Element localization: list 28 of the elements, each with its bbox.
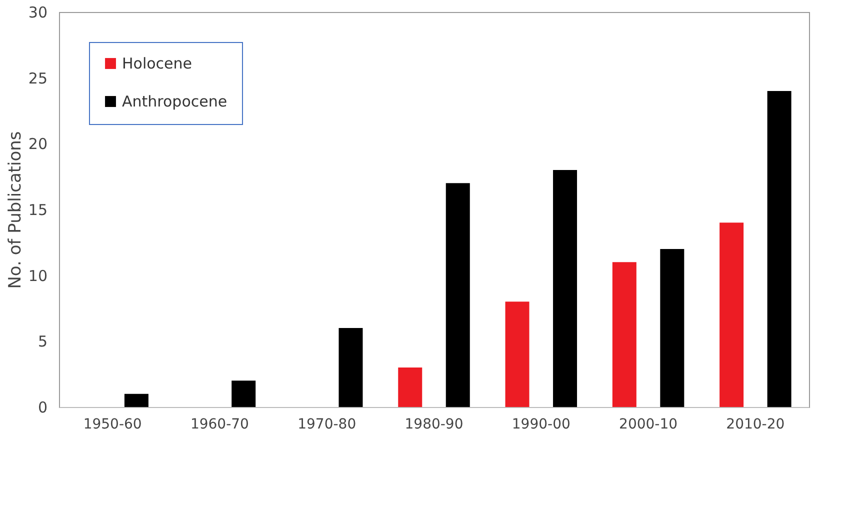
- y-tick-label: 30: [28, 4, 48, 22]
- bar: [124, 394, 148, 407]
- x-tick-label: 1970-80: [298, 416, 356, 432]
- y-tick-label: 15: [28, 201, 48, 219]
- bar: [660, 249, 684, 407]
- bar: [720, 222, 744, 407]
- y-tick-label: 10: [28, 266, 48, 285]
- y-tick-label: 20: [28, 135, 48, 154]
- bar: [338, 328, 363, 407]
- bar: [553, 170, 578, 407]
- y-tick-label: 5: [38, 332, 48, 351]
- x-tick-label: 1960-70: [190, 416, 249, 432]
- legend-label: Anthropocene: [122, 92, 228, 110]
- legend-label: Holocene: [122, 54, 192, 72]
- x-tick-label: 2000-10: [619, 416, 678, 432]
- y-axis-title: No. of Publications: [5, 131, 26, 289]
- x-tick-label: 2010-20: [726, 416, 785, 432]
- bar: [612, 262, 636, 407]
- x-tick-label: 1950-60: [83, 416, 142, 432]
- x-tick-label: 1980-90: [404, 416, 464, 432]
- bar: [398, 368, 422, 407]
- y-tick-label: 25: [28, 69, 48, 88]
- bar: [505, 302, 530, 407]
- bar: [767, 91, 792, 407]
- x-tick-label: 1990-00: [512, 416, 570, 432]
- bar: [446, 183, 470, 407]
- y-tick-label: 0: [38, 398, 48, 416]
- bar: [232, 380, 256, 407]
